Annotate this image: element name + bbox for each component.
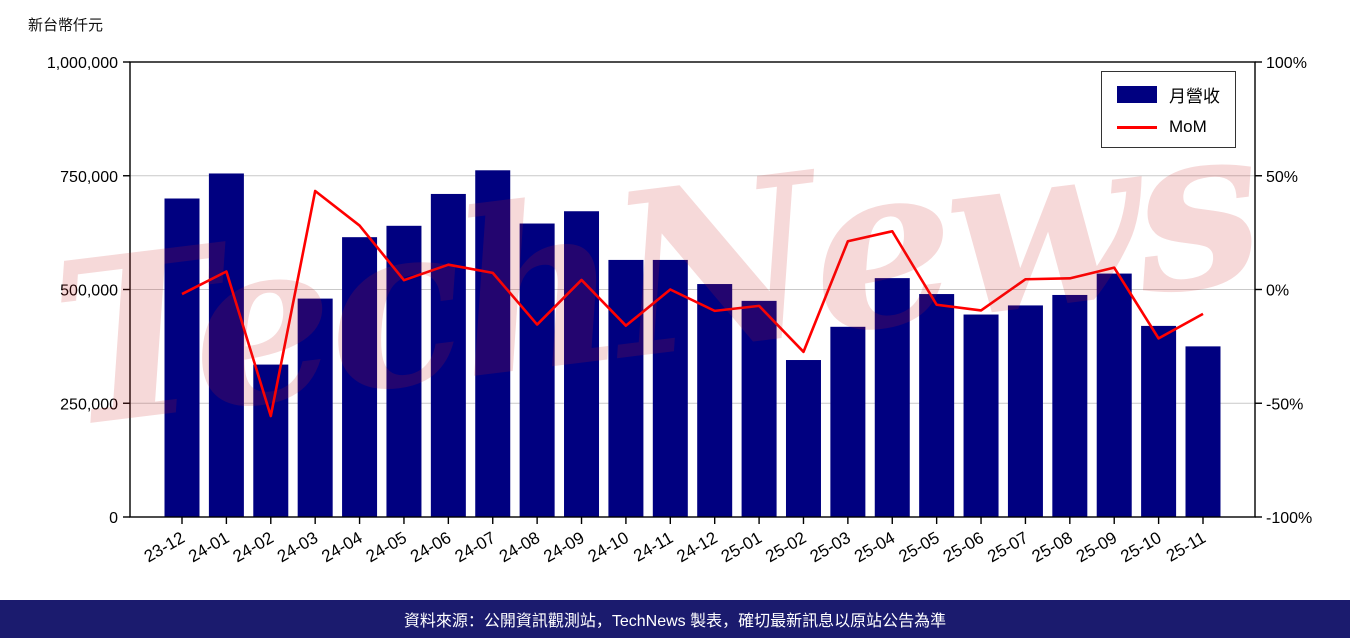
bar-25-05 (919, 294, 955, 517)
mom-line (181, 189, 1204, 418)
left-axis-tick-label: 500,000 (60, 283, 118, 300)
x-axis-tick-label: 24-11 (630, 528, 676, 566)
x-axis-tick-label: 24-04 (318, 528, 365, 566)
bar-25-01 (741, 300, 777, 517)
x-axis-tick-label: 24-01 (185, 528, 232, 566)
left-axis-tick-label: 250,000 (60, 396, 118, 413)
legend-revenue-label: 月營收 (1169, 87, 1220, 106)
revenue-chart: 0 250,000 500,000 750,000 1,000,000 -100% -50%… (47, 55, 1312, 566)
bar-24-11 (652, 259, 688, 517)
x-axis-tick-label: 24-09 (540, 528, 587, 566)
x-axis-tick-label: 25-11 (1163, 528, 1209, 566)
x-axis-tick-label: 25-09 (1073, 528, 1120, 566)
bar-24-06 (430, 193, 466, 517)
legend-mom-label: MoM (1169, 117, 1207, 136)
x-axis-tick-label: 24-03 (274, 528, 321, 566)
x-axis-tick-label: 24-02 (230, 528, 277, 566)
revenue-bar-swatch (1117, 86, 1157, 103)
right-axis-tick-label: 100% (1266, 55, 1307, 72)
bar-25-04 (874, 278, 910, 517)
x-axis-tick-label: 25-04 (851, 528, 898, 566)
right-axis-tick-label: -100% (1266, 510, 1312, 527)
bar-25-11 (1185, 346, 1221, 517)
bar-25-09 (1096, 273, 1132, 517)
y-axis-unit-label: 新台幣仟元 (28, 17, 104, 34)
left-axis-tick-label: 0 (109, 510, 118, 527)
mom-line-swatch (1117, 125, 1157, 129)
bar-24-12 (697, 284, 733, 517)
x-axis-tick-label: 23-12 (141, 528, 188, 566)
bar-25-02 (785, 360, 821, 517)
bar-25-03 (830, 326, 866, 517)
bar-24-10 (608, 259, 644, 517)
bar-25-08 (1052, 294, 1088, 517)
source-text: 資料來源：公開資訊觀測站，TechNews 製表，確切最新訊息以原站公告為準 (403, 613, 947, 630)
bar-25-07 (1007, 305, 1043, 517)
x-axis-tick-label: 25-10 (1117, 528, 1164, 566)
x-axis-tick-label: 25-05 (895, 528, 942, 566)
bar-24-02 (253, 364, 289, 517)
bar-24-08 (519, 223, 555, 517)
x-axis-tick-label: 24-05 (363, 528, 410, 566)
x-axis-tick-label: 24-10 (585, 528, 632, 566)
x-axis-tick-label: 25-08 (1029, 528, 1076, 566)
right-axis-tick-label: 0% (1266, 283, 1289, 300)
bar-25-10 (1141, 325, 1177, 517)
source-footer: 資料來源：公開資訊觀測站，TechNews 製表，確切最新訊息以原站公告為準 (0, 600, 1350, 638)
x-axis-tick-label: 24-07 (452, 528, 499, 566)
x-axis-tick-label: 25-06 (940, 528, 987, 566)
x-axis-tick-label: 24-12 (674, 528, 721, 566)
left-axis-tick-label: 1,000,000 (47, 55, 118, 72)
x-axis-tick-label: 24-06 (407, 528, 454, 566)
x-axis-tick-label: 24-08 (496, 528, 543, 566)
legend-item-revenue: 月營收 (1117, 82, 1220, 107)
bar-25-06 (963, 314, 999, 517)
bar-24-09 (564, 211, 600, 518)
right-axis-tick-label: 50% (1266, 169, 1298, 186)
legend: 月營收 MoM (1101, 71, 1236, 148)
bar-24-05 (386, 225, 422, 518)
x-axis-tick-label: 25-02 (762, 528, 809, 566)
legend-item-mom: MoM (1117, 117, 1220, 137)
bar-24-03 (297, 298, 333, 517)
bar-24-07 (475, 170, 511, 518)
left-axis-tick-label: 750,000 (60, 169, 118, 186)
x-axis-tick-label: 25-07 (984, 528, 1031, 566)
bar-24-04 (342, 237, 378, 518)
x-axis-tick-label: 25-03 (807, 528, 854, 566)
right-axis-tick-label: -50% (1266, 396, 1303, 413)
bar-23-12 (164, 198, 200, 517)
bar-24-01 (208, 173, 244, 517)
x-axis-tick-label: 25-01 (718, 528, 765, 566)
